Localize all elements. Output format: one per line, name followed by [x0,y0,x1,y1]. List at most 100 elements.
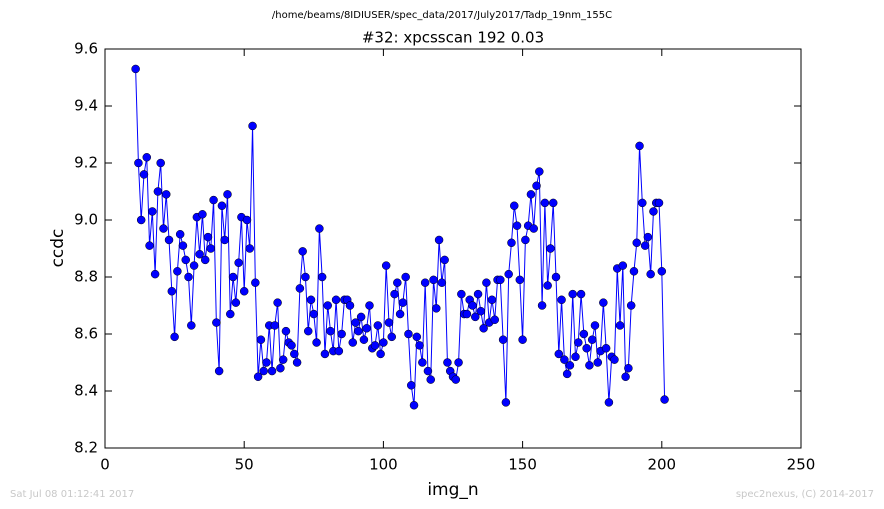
data-point [646,269,655,279]
footer-left: Sat Jul 08 01:12:41 2017 [10,489,134,500]
data-point [638,198,647,208]
data-point [504,269,513,279]
data-point [479,324,488,333]
data-point [278,355,288,364]
data-point [312,338,321,347]
data-point [412,332,422,342]
y-tick-label: 9.2 [74,154,98,172]
data-point [576,289,586,299]
y-tick-label: 8.6 [74,325,98,343]
data-point [571,352,580,362]
data-point [432,304,441,313]
data-point [393,278,402,287]
data-point [239,287,249,296]
data-point [223,190,232,199]
data-point [551,272,561,282]
data-point [471,312,480,322]
data-point [554,349,564,359]
data-point [253,372,263,381]
data-point [423,366,433,376]
chart-subtitle: #32: xpcsscan 192 0.03 [362,29,544,47]
data-point [226,309,235,319]
data-point [145,241,154,250]
data-point [198,210,207,219]
data-point [214,366,224,376]
data-point [248,121,257,131]
data-point [501,398,511,407]
data-point [142,153,152,162]
data-point [593,358,603,367]
data-point [521,235,530,245]
data-point [468,301,477,310]
data-point [654,198,664,208]
data-point [426,375,435,384]
data-point [292,358,302,367]
data-point [376,349,385,359]
data-point [348,338,358,347]
data-point [337,329,346,339]
data-point [287,341,296,350]
data-point [562,369,572,379]
data-point [373,321,383,330]
data-point [632,238,641,248]
data-point [187,321,196,330]
data-point [317,272,327,282]
data-point [251,278,260,287]
x-tick-label: 150 [508,456,537,474]
data-point [262,358,271,367]
data-point [507,238,516,248]
data-point [574,338,583,347]
data-point [173,267,182,276]
data-point [189,261,199,270]
data-point [487,295,497,305]
y-tick-label: 8.2 [74,439,98,457]
data-point [418,358,427,367]
data-point [601,344,611,353]
data-point [579,329,589,339]
data-point [518,335,527,344]
data-point [153,187,163,196]
y-axis-label: ccdc [48,229,68,268]
data-point [270,321,280,330]
data-point [161,190,171,199]
data-point [568,289,577,299]
data-point [326,326,335,336]
data-point [599,298,608,307]
data-point [406,381,416,390]
data-point [604,398,614,407]
x-tick-label: 0 [100,456,110,474]
data-point [482,278,491,287]
data-point [526,190,536,199]
data-point [267,366,277,376]
data-point [370,341,380,350]
data-point [401,272,410,282]
data-point [231,298,241,307]
data-point [256,335,266,344]
data-point [164,235,174,245]
data-point [621,372,630,381]
data-point [381,261,391,270]
data-point [565,361,575,370]
data-point [323,301,332,310]
data-point [379,338,388,347]
plot-frame [104,48,802,449]
data-point [345,301,355,310]
data-point [537,301,547,310]
data-point [234,258,243,267]
data-point [351,318,360,327]
data-point [462,309,472,319]
data-point [560,355,569,364]
data-point [365,301,374,310]
data-point [420,278,430,287]
data-point [657,267,667,276]
data-point [535,167,544,176]
x-axis-label: img_n [427,480,478,500]
data-point [429,275,438,285]
data-point [618,261,628,270]
data-point [434,235,444,245]
data-point [457,289,466,299]
data-point [134,158,143,168]
data-point [624,363,633,373]
data-point [390,289,399,299]
